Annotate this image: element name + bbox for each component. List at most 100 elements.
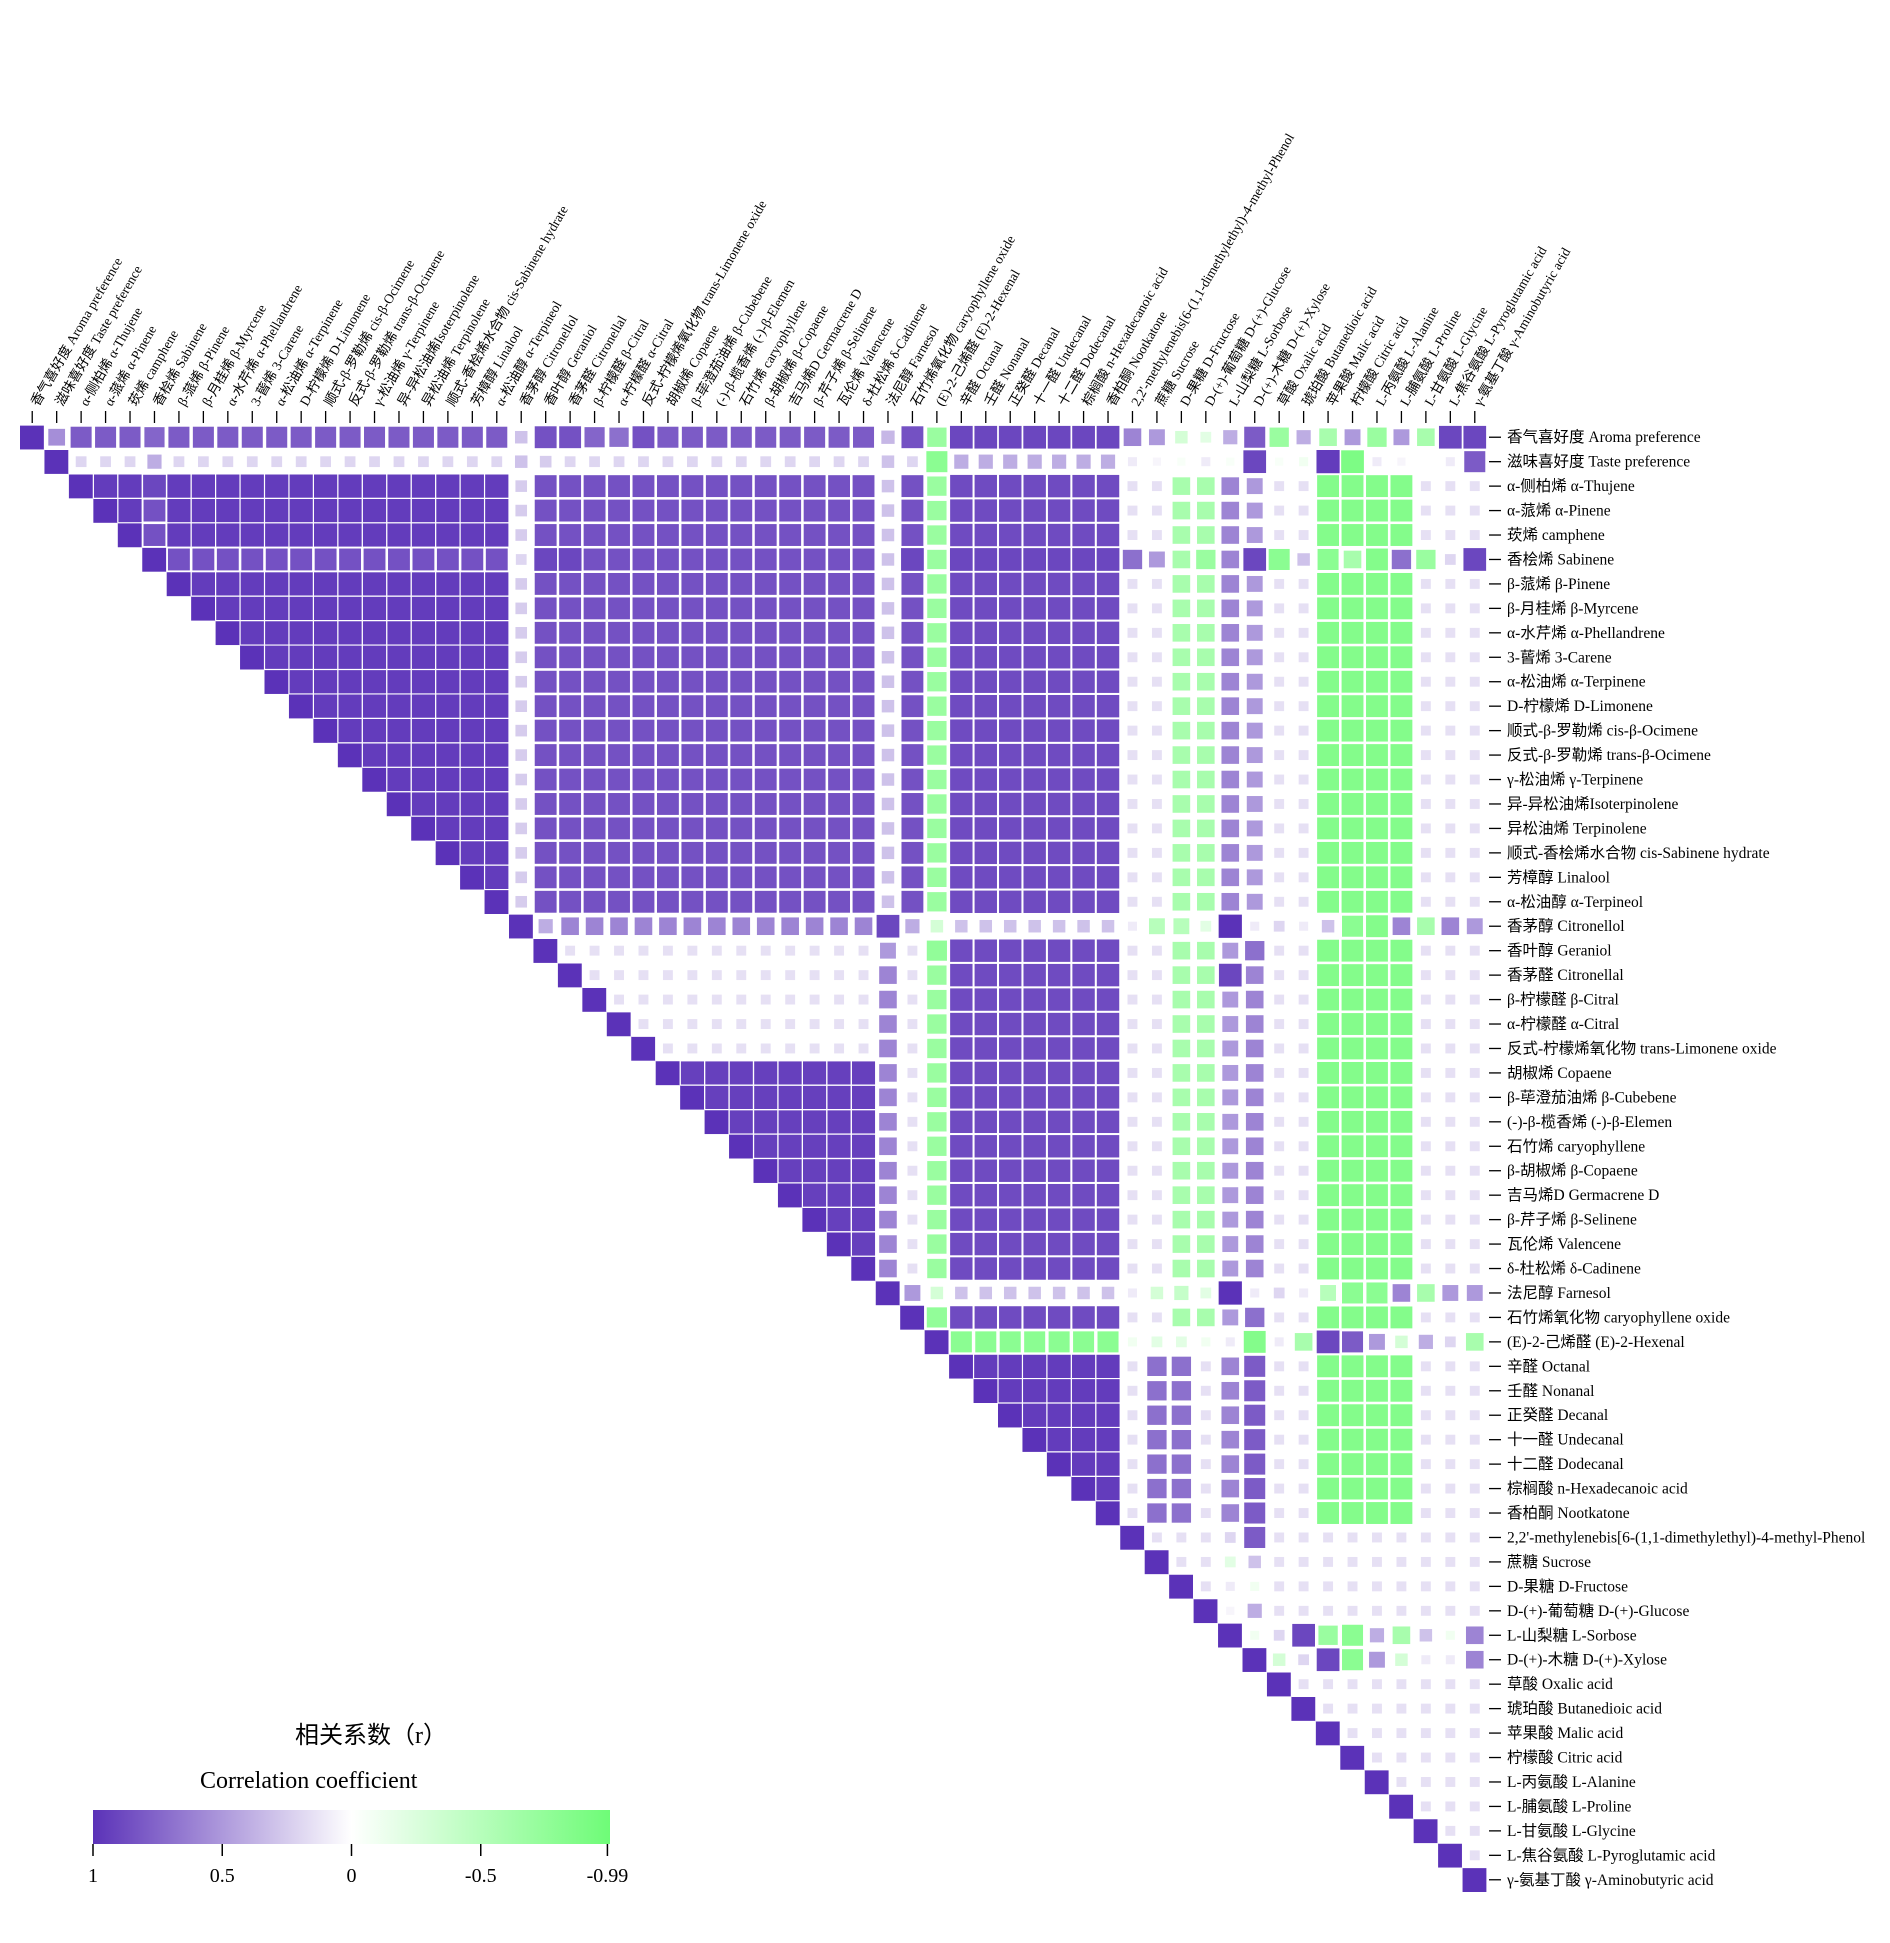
heatmap-cell: [1096, 597, 1120, 620]
heatmap-cell: [1047, 1257, 1071, 1280]
heatmap-cell: [1047, 890, 1071, 913]
heatmap-cell: [583, 597, 606, 620]
heatmap-cell: [828, 695, 851, 718]
heatmap-cell: [515, 895, 528, 908]
heatmap-cell: [1392, 1284, 1411, 1302]
heatmap-cell: [1274, 1239, 1285, 1250]
row-label: 2,2'-methylenebis[6-(1,1-dimethylethyl)-…: [1507, 1529, 1865, 1546]
heatmap-cell: [1466, 1285, 1483, 1301]
heatmap-cell: [1172, 795, 1191, 813]
heatmap-cell: [1127, 1288, 1137, 1298]
heatmap-cell: [881, 895, 895, 909]
heatmap-cell: [1298, 847, 1309, 858]
heatmap-cell: [1463, 425, 1487, 449]
heatmap-cell: [1298, 1532, 1309, 1543]
heatmap-cell: [48, 428, 66, 446]
heatmap-cell: [608, 744, 630, 767]
heatmap-cell: [1420, 1361, 1431, 1372]
heatmap-cell: [1221, 1381, 1240, 1400]
heatmap-cell: [705, 1085, 729, 1109]
heatmap-cell: [1127, 530, 1138, 540]
heatmap-cell: [662, 994, 673, 1005]
row-label: 石竹烯 caryophyllene: [1507, 1137, 1645, 1155]
heatmap-cell: [1317, 475, 1340, 498]
heatmap-cell: [730, 646, 753, 669]
heatmap-cell: [1438, 1843, 1463, 1868]
heatmap-cell: [827, 1159, 851, 1183]
heatmap-cell: [1023, 1012, 1046, 1036]
heatmap-cell: [1024, 1331, 1046, 1353]
heatmap-cell: [1222, 991, 1239, 1008]
heatmap-cell: [313, 572, 338, 596]
heatmap-cell: [1023, 1257, 1046, 1280]
heatmap-cell: [1445, 847, 1456, 858]
heatmap-cell: [927, 623, 947, 643]
heatmap-cell: [1341, 597, 1364, 620]
heatmap-cell: [901, 670, 924, 693]
heatmap-cell: [1390, 841, 1413, 864]
heatmap-cell: [1317, 499, 1340, 522]
heatmap-cell: [1274, 823, 1285, 834]
heatmap-cell: [1445, 1703, 1456, 1714]
heatmap-cell: [1273, 920, 1285, 932]
heatmap-cell: [338, 498, 362, 523]
heatmap-cell: [1273, 1287, 1285, 1299]
heatmap-cell: [1366, 1037, 1388, 1060]
heatmap-cell: [1169, 1574, 1194, 1599]
heatmap-cell: [852, 646, 875, 669]
heatmap-cell: [705, 841, 728, 864]
heatmap-cell: [1372, 1581, 1382, 1592]
heatmap-cell: [1246, 624, 1263, 641]
heatmap-cell: [1096, 743, 1120, 767]
heatmap-cell: [484, 841, 509, 865]
heatmap-cell: [1372, 1532, 1382, 1543]
heatmap-cell: [901, 548, 924, 571]
heatmap-cell: [1420, 1141, 1431, 1152]
heatmap-cell: [1366, 866, 1388, 889]
heatmap-cell: [999, 963, 1022, 987]
heatmap-cell: [1245, 941, 1265, 961]
heatmap-cell: [950, 1306, 973, 1329]
heatmap-cell: [460, 718, 485, 743]
heatmap-cell: [515, 578, 528, 590]
heatmap-cell: [1274, 627, 1285, 638]
heatmap-cell: [1469, 994, 1480, 1005]
heatmap-cell: [1347, 1532, 1358, 1543]
heatmap-cell: [143, 524, 166, 546]
heatmap-cell: [901, 597, 924, 620]
heatmap-cell: [264, 474, 289, 498]
heatmap-cell: [1469, 701, 1480, 712]
heatmap-cell: [1096, 1257, 1120, 1280]
heatmap-cell: [875, 1280, 901, 1306]
heatmap-cell: [634, 917, 653, 936]
heatmap-cell: [999, 988, 1022, 1011]
row-label: 莰烯 camphene: [1507, 526, 1605, 544]
heatmap-cell: [1317, 1110, 1340, 1133]
heatmap-cell: [978, 454, 993, 469]
heatmap-cell: [828, 621, 851, 644]
heatmap-cell: [1047, 1012, 1071, 1036]
heatmap-cell: [851, 1208, 876, 1232]
heatmap-cell: [362, 621, 387, 645]
heatmap-cell: [834, 945, 845, 956]
heatmap-cell: [95, 426, 117, 448]
heatmap-cell: [1023, 866, 1046, 889]
heatmap-cell: [1172, 1113, 1191, 1131]
heatmap-cell: [1366, 670, 1388, 693]
heatmap-cell: [339, 548, 362, 571]
heatmap-cell: [614, 970, 624, 981]
heatmap-cell: [1221, 770, 1240, 789]
heatmap-cell: [583, 621, 606, 644]
heatmap-cell: [851, 1085, 876, 1109]
heatmap-cell: [803, 890, 826, 913]
heatmap-cell: [881, 455, 895, 468]
heatmap-cell: [1366, 548, 1388, 571]
heatmap-cell: [1366, 499, 1388, 522]
heatmap-cell: [779, 524, 802, 546]
heatmap-cell: [583, 817, 606, 840]
heatmap-cell: [1298, 1605, 1309, 1616]
heatmap-cell: [1274, 1043, 1285, 1054]
heatmap-cell: [852, 841, 875, 864]
heatmap-cell: [1445, 578, 1456, 589]
heatmap-cell: [881, 846, 895, 860]
